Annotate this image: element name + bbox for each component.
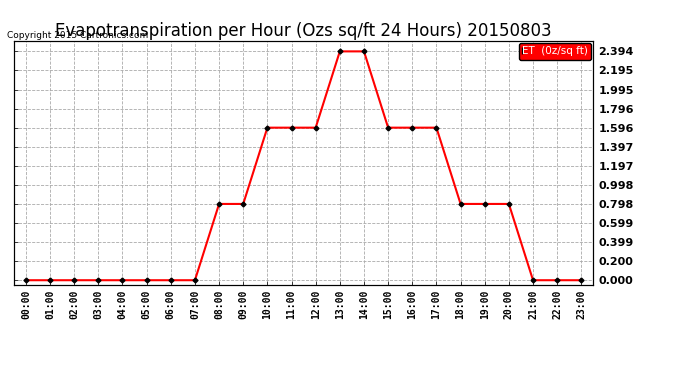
Legend: ET  (0z/sq ft): ET (0z/sq ft)	[519, 44, 591, 60]
Title: Evapotranspiration per Hour (Ozs sq/ft 24 Hours) 20150803: Evapotranspiration per Hour (Ozs sq/ft 2…	[55, 22, 552, 40]
Text: Copyright 2015 Cartronics.com: Copyright 2015 Cartronics.com	[7, 30, 148, 39]
